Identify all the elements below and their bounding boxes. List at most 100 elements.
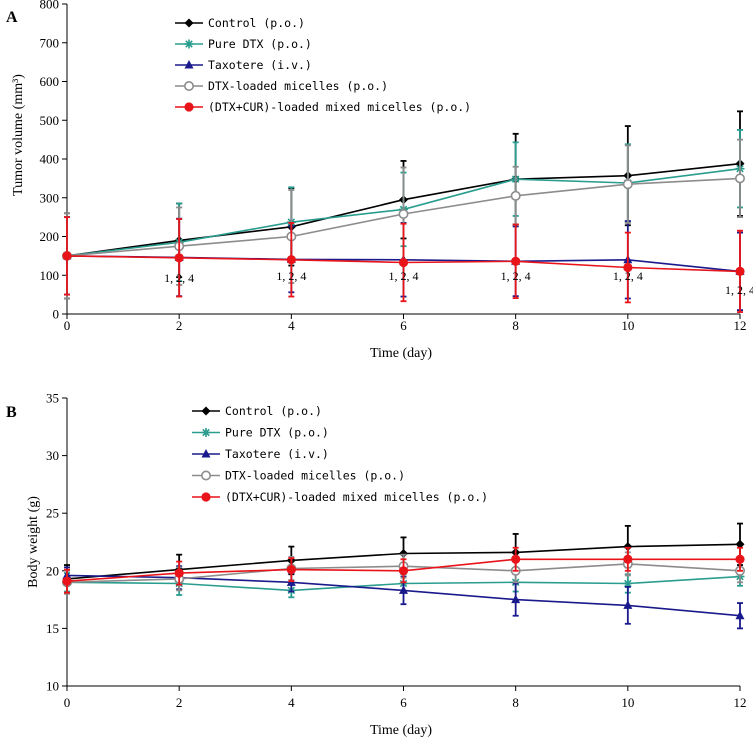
data-point <box>511 594 521 604</box>
legend-marker <box>201 428 211 437</box>
data-point <box>399 549 408 559</box>
y-tick-label: 800 <box>40 0 60 12</box>
significance-annotation: 1, 2, 4 <box>613 269 643 283</box>
significance-annotation: 1, 2, 4 <box>164 271 194 285</box>
y-tick-label: 0 <box>53 307 60 322</box>
x-tick-label: 0 <box>64 318 71 333</box>
legend-label: DTX-loaded micelles (p.o.) <box>208 79 388 93</box>
data-point <box>623 262 633 273</box>
legend-label: Taxotere (i.v.) <box>225 447 329 461</box>
legend: Control (p.o.) Pure DTX (p.o.) Taxotere (i… <box>192 404 488 504</box>
data-point <box>734 173 745 184</box>
data-point <box>62 251 72 261</box>
y-tick-label: 200 <box>40 229 60 244</box>
panel-a-tumor-volume-chart: A 0 100 200 300 400 500 600 700 800 0 2 4 6 8 10 12 1, … <box>6 0 753 361</box>
legend-item: (DTX+CUR)-loaded mixed micelles (p.o.) <box>175 100 471 114</box>
legend-marker <box>201 449 211 458</box>
significance-annotation: 1, 2, 4 <box>276 269 306 283</box>
y-tick-label: 600 <box>40 74 60 89</box>
y-tick-label: 10 <box>46 679 59 694</box>
data-point <box>735 554 745 564</box>
legend-item: Control (p.o.) <box>192 404 322 418</box>
legend-item: DTX-loaded micelles (p.o.) <box>192 469 405 483</box>
legend-marker <box>184 102 194 112</box>
x-tick-label: 12 <box>734 695 747 710</box>
y-tick-label: 30 <box>46 448 59 463</box>
legend-marker <box>184 81 195 92</box>
legend-item: Taxotere (i.v.) <box>192 447 329 461</box>
x-tick-label: 8 <box>512 318 519 333</box>
legend-label: Pure DTX (p.o.) <box>225 426 329 440</box>
data-point <box>511 554 521 564</box>
significance-annotation: 1, 2, 4 <box>389 269 419 283</box>
legend-item: (DTX+CUR)-loaded mixed micelles (p.o.) <box>192 490 488 504</box>
y-axis-title: Body weight (g) <box>26 496 41 588</box>
data-point <box>286 255 296 265</box>
x-tick-label: 6 <box>400 318 407 333</box>
legend-item: Pure DTX (p.o.) <box>175 37 312 51</box>
data-point <box>735 539 745 549</box>
data-point <box>510 190 521 201</box>
data-point <box>286 565 296 575</box>
legend-marker <box>184 60 194 69</box>
x-tick-label: 4 <box>288 318 295 333</box>
x-axis-title: Time (day) <box>370 723 432 738</box>
x-tick-label: 6 <box>400 695 407 710</box>
panel-label: A <box>6 9 18 26</box>
legend-item: Control (p.o.) <box>175 16 305 30</box>
panel-b-body-weight-chart: B 10 15 20 25 30 35 0 2 4 6 8 10 12 Control (p.o.) Pu… <box>6 391 747 739</box>
y-tick-label: 15 <box>46 621 59 636</box>
x-tick-label: 10 <box>621 695 634 710</box>
legend-item: Pure DTX (p.o.) <box>192 426 329 440</box>
legend-item: DTX-loaded micelles (p.o.) <box>175 79 388 93</box>
x-tick-label: 10 <box>621 318 634 333</box>
y-tick-label: 400 <box>40 152 60 167</box>
data-point <box>622 179 633 190</box>
legend-marker <box>201 470 212 481</box>
legend-item: Taxotere (i.v.) <box>175 58 312 72</box>
legend-label: DTX-loaded micelles (p.o.) <box>225 469 405 483</box>
y-tick-label: 20 <box>46 563 59 578</box>
legend-marker <box>201 492 211 502</box>
y-tick-label: 500 <box>40 113 60 128</box>
x-tick-label: 0 <box>64 695 71 710</box>
data-point <box>398 257 409 268</box>
significance-annotation: 1, 2, 4 <box>725 283 753 297</box>
legend-label: Taxotere (i.v.) <box>208 58 312 72</box>
y-axis-title: Tumor volume (mm³) <box>11 74 26 196</box>
x-tick-label: 8 <box>512 695 519 710</box>
data-point <box>623 578 633 588</box>
data-point <box>623 542 633 552</box>
legend-label: (DTX+CUR)-loaded mixed micelles (p.o.) <box>225 490 488 504</box>
series-4 <box>62 546 745 594</box>
x-tick-label: 12 <box>734 318 747 333</box>
x-tick-label: 2 <box>176 318 183 333</box>
legend-label: Pure DTX (p.o.) <box>208 37 312 51</box>
x-tick-label: 4 <box>288 695 295 710</box>
legend-marker <box>184 18 194 28</box>
data-point <box>511 256 521 266</box>
legend-marker <box>201 406 211 416</box>
data-point <box>735 610 745 620</box>
legend: Control (p.o.) Pure DTX (p.o.) Taxotere (i… <box>175 16 471 114</box>
x-axis-title: Time (day) <box>370 346 432 361</box>
y-tick-label: 35 <box>46 391 59 406</box>
y-tick-label: 700 <box>40 35 60 50</box>
data-point <box>62 576 72 586</box>
x-tick-label: 2 <box>176 695 183 710</box>
series-4 <box>62 216 745 313</box>
legend-label: Control (p.o.) <box>208 16 305 30</box>
data-point <box>398 566 409 576</box>
data-point <box>735 266 745 276</box>
data-point <box>623 554 633 564</box>
data-point <box>398 209 409 220</box>
legend-label: (DTX+CUR)-loaded mixed micelles (p.o.) <box>208 100 471 114</box>
legend-marker <box>184 39 194 49</box>
data-point <box>174 253 184 263</box>
data-point <box>174 568 184 578</box>
data-point <box>623 600 633 609</box>
panel-label: B <box>6 404 17 421</box>
data-point <box>399 585 408 594</box>
significance-annotation: 1, 2, 4 <box>501 269 531 283</box>
